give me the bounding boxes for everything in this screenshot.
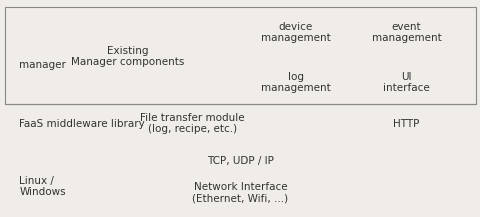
- Bar: [5, 7, 475, 104]
- Text: HTTP: HTTP: [393, 119, 419, 129]
- Text: event
management: event management: [371, 22, 441, 43]
- Text: log
management: log management: [260, 72, 330, 93]
- Text: Existing
Manager components: Existing Manager components: [71, 46, 184, 67]
- Text: TCP, UDP / IP: TCP, UDP / IP: [206, 156, 274, 166]
- Text: FaaS middleware library: FaaS middleware library: [19, 119, 144, 129]
- Text: UI
interface: UI interface: [382, 72, 429, 93]
- Text: Linux /
Windows: Linux / Windows: [19, 176, 66, 197]
- Text: device
management: device management: [260, 22, 330, 43]
- Text: manager: manager: [19, 60, 66, 70]
- Text: File transfer module
(log, recipe, etc.): File transfer module (log, recipe, etc.): [140, 113, 244, 135]
- Text: Network Interface
(Ethernet, Wifi, ...): Network Interface (Ethernet, Wifi, ...): [192, 182, 288, 204]
